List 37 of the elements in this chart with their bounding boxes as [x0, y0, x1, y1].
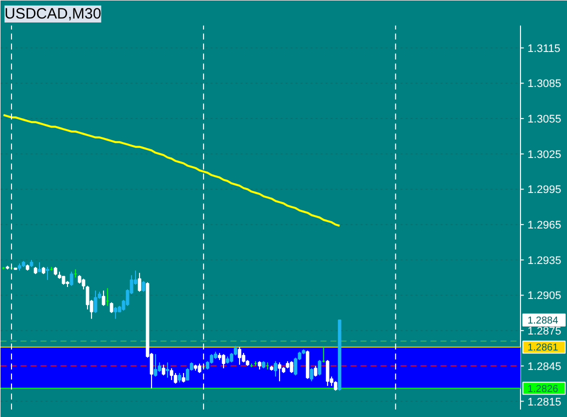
candlestick — [70, 271, 74, 286]
candlestick — [314, 365, 318, 378]
candlestick — [242, 352, 246, 363]
y-tick-label: 1.2815 — [528, 396, 562, 408]
y-tick-label: 1.3115 — [528, 42, 560, 55]
y-tick-label: 1.2995 — [528, 184, 562, 196]
candlestick — [82, 278, 86, 290]
candlestick — [182, 372, 186, 383]
ref-line-label: 1.2861 — [528, 342, 559, 354]
y-tick-label: 1.3025 — [528, 148, 562, 161]
candlestick — [290, 360, 294, 374]
text: 1.2884 — [528, 315, 559, 326]
y-tick-label: 1.2935 — [528, 254, 562, 267]
candlestick — [274, 360, 278, 378]
candlestick — [46, 266, 50, 280]
candlestick — [222, 354, 226, 369]
candlestick — [166, 362, 170, 378]
y-tick-label: 1.3055 — [528, 114, 562, 126]
ref-line-label: 1.2826 — [528, 384, 559, 395]
candlestick — [154, 354, 158, 378]
y-tick-label: 1.2875 — [528, 326, 562, 338]
candlestick — [174, 372, 178, 384]
line-series — [2, 114, 341, 227]
y-tick-label: 1.2845 — [528, 360, 562, 373]
candlestick — [326, 360, 330, 386]
candlestick — [310, 368, 314, 382]
candlestick — [318, 360, 322, 376]
candlestick — [170, 368, 174, 381]
y-tick-label: 1.2905 — [528, 290, 562, 302]
candlestick — [198, 363, 202, 374]
y-tick-label: 1.3085 — [528, 78, 562, 90]
candlestick — [114, 306, 118, 320]
candlestick — [334, 380, 338, 392]
candlestick — [238, 346, 242, 366]
candlestick — [278, 362, 282, 382]
y-tick-label: 1.2965 — [528, 220, 562, 232]
chart-title: USDCAD,M30 — [4, 6, 102, 22]
